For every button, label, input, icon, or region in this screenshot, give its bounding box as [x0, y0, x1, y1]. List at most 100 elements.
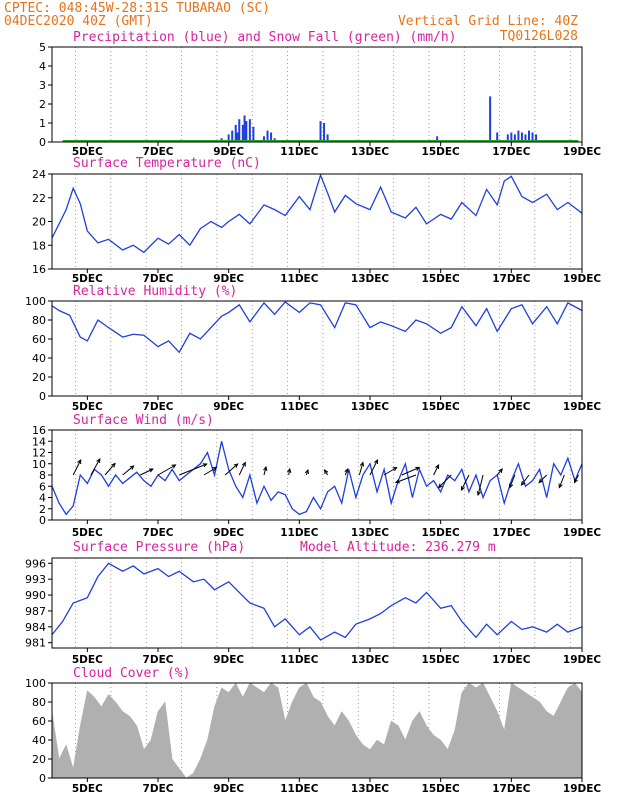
- temperature-xtick-label: 7DEC: [143, 273, 174, 285]
- humidity-line: [51, 301, 583, 354]
- wind-arrow-head: [460, 485, 465, 492]
- pressure-xtick-label: 17DEC: [492, 654, 531, 666]
- wind-arrow: [401, 467, 420, 476]
- wind-arrow: [358, 462, 364, 476]
- wind-arrow-head: [171, 464, 177, 469]
- humidity-xtick-label: 19DEC: [563, 401, 602, 413]
- cloud-ytick-label: 20: [32, 753, 46, 766]
- humidity-xtick-label: 17DEC: [492, 401, 531, 413]
- temperature-ytick-label: 16: [32, 263, 46, 276]
- wind-arrow-head: [374, 458, 379, 465]
- wind-ytick-label: 10: [32, 458, 46, 471]
- precip-bar: [496, 132, 499, 142]
- humidity-xtick-label: 11DEC: [280, 401, 319, 413]
- wind-ytick-label: 12: [32, 447, 46, 460]
- wind-arrow: [574, 474, 579, 483]
- humidity-ytick-label: 60: [32, 333, 46, 346]
- wind-arrow-head: [435, 463, 440, 470]
- cloud-xtick-label: 15DEC: [422, 783, 461, 795]
- humidity-xtick-label: 7DEC: [143, 401, 174, 413]
- precip-ytick-label: 3: [39, 79, 46, 92]
- wind-arrow: [433, 464, 440, 476]
- wind-arrow: [521, 474, 530, 486]
- humidity-ytick-label: 80: [32, 314, 46, 327]
- cloud-xtick-label: 5DEC: [72, 783, 103, 795]
- pressure-xtick-label: 7DEC: [143, 654, 174, 666]
- pressure-title: Surface Pressure (hPa): [73, 540, 245, 555]
- humidity-ytick-label: 20: [32, 371, 46, 384]
- wind-ytick-label: 0: [39, 514, 46, 527]
- temperature-line: [51, 173, 583, 254]
- precip-bar: [528, 130, 530, 142]
- wind-arrow-head: [359, 461, 365, 467]
- precip-xtick-label: 5DEC: [72, 146, 103, 158]
- wind-xtick-label: 13DEC: [351, 527, 390, 539]
- precip-frame: [51, 46, 583, 143]
- wind-arrow-head: [324, 469, 329, 475]
- wind-ytick-label: 16: [32, 424, 46, 437]
- precip-xtick-label: 11DEC: [280, 146, 319, 158]
- wind-arrow: [72, 459, 82, 476]
- wind-arrow-head: [520, 480, 526, 486]
- precip-bar: [241, 124, 244, 142]
- pressure-xtick-label: 19DEC: [563, 654, 602, 666]
- wind-arrow-head: [241, 461, 246, 467]
- wind-arrow: [122, 465, 134, 476]
- precip-bar: [326, 134, 329, 142]
- wind-xtick-label: 19DEC: [563, 527, 602, 539]
- wind-ytick-label: 8: [39, 469, 46, 482]
- precip-bar: [266, 130, 269, 142]
- precip-bar: [513, 134, 516, 142]
- humidity-ytick-label: 40: [32, 352, 46, 365]
- header-grid-note: Vertical Grid Line: 40Z: [398, 14, 578, 29]
- precip-xtick-label: 17DEC: [492, 146, 531, 158]
- wind-arrow: [496, 468, 503, 476]
- wind-arrow-head: [77, 458, 82, 465]
- wind-xtick-label: 9DEC: [213, 527, 244, 539]
- wind-arrow: [538, 474, 548, 483]
- temperature-xtick-label: 9DEC: [213, 273, 244, 285]
- temperature-panel: 16 18 20 22 24 5DEC 7DEC 9DEC 11DEC 13DEC 15DEC 17D…: [32, 168, 601, 285]
- temperature-xtick-label: 17DEC: [492, 273, 531, 285]
- wind-arrow-head: [573, 478, 578, 484]
- wind-arrow-head: [287, 467, 292, 473]
- wind-arrow: [90, 458, 101, 476]
- wind-arrow-head: [344, 467, 349, 474]
- wind-arrow-head: [304, 468, 310, 475]
- cloud-xtick-label: 11DEC: [280, 783, 319, 795]
- precip-bar: [227, 134, 230, 142]
- precip-ytick-label: 2: [39, 98, 46, 111]
- cloud-xtick-label: 17DEC: [492, 783, 531, 795]
- cloud-ytick-label: 40: [32, 734, 46, 747]
- wind-arrow-head: [538, 478, 544, 484]
- precip-bar: [535, 134, 538, 142]
- precip-bar: [531, 132, 534, 142]
- wind-arrow-head: [394, 479, 400, 484]
- pressure-ytick-label: 981: [25, 637, 46, 650]
- precip-bar: [231, 130, 234, 142]
- precip-ytick-label: 1: [39, 117, 46, 130]
- wind-ytick-label: 4: [39, 492, 46, 505]
- pressure-ytick-label: 990: [25, 589, 46, 602]
- precip-bar: [236, 132, 239, 142]
- cloud-xtick-label: 7DEC: [143, 783, 174, 795]
- humidity-ytick-label: 100: [25, 295, 46, 308]
- precip-bar: [506, 134, 509, 142]
- wind-arrow-head: [415, 466, 421, 471]
- wind-arrow: [383, 467, 397, 476]
- precip-ytick-label: 0: [39, 136, 46, 149]
- wind-arrow: [477, 474, 484, 496]
- wind-arrow-head: [129, 465, 135, 470]
- wind-arrow-head: [498, 468, 503, 474]
- wind-arrow-head: [392, 466, 398, 472]
- wind-arrow: [140, 468, 154, 476]
- wind-arrow: [104, 463, 116, 476]
- pressure-panel: 981 984 987 990 993 996 5DEC 7DEC 9DEC 11DEC 13DEC…: [25, 557, 601, 666]
- humidity-xtick-label: 9DEC: [213, 401, 244, 413]
- wind-xtick-label: 11DEC: [280, 527, 319, 539]
- temperature-ytick-label: 22: [32, 192, 46, 205]
- wind-arrow: [395, 474, 417, 483]
- pressure-ytick-label: 993: [25, 573, 46, 586]
- humidity-panel: 0 20 40 60 80 100 5DEC 7DEC 9DEC 11DEC 13DEC 15DEC 1…: [25, 295, 601, 413]
